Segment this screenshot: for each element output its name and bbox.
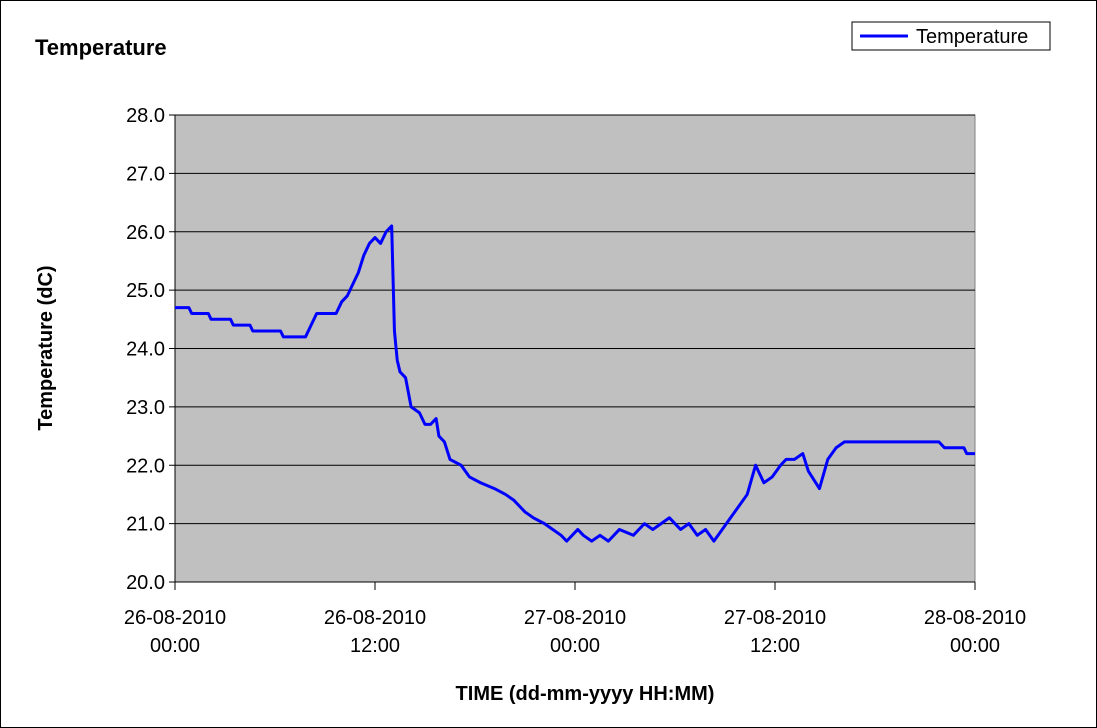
x-tick-label: 27-08-2010 12:00 xyxy=(723,607,827,657)
y-tick-label: 23.0 xyxy=(126,397,165,419)
x-tick-label: 28-08-2010 00:00 xyxy=(923,607,1027,657)
y-tick-label: 28.0 xyxy=(126,105,165,127)
y-tick-label: 25.0 xyxy=(126,280,165,302)
legend: Temperature xyxy=(851,21,1051,51)
chart-title: Temperature xyxy=(35,35,167,60)
y-tick-label: 22.0 xyxy=(126,455,165,477)
y-tick-label: 24.0 xyxy=(126,339,165,361)
x-tick-label: 26-08-2010 12:00 xyxy=(323,607,427,657)
y-tick-label: 27.0 xyxy=(126,163,165,185)
data-line xyxy=(175,224,975,543)
x-tick-label: 27-08-2010 00:00 xyxy=(523,607,627,657)
y-axis-label: Temperature (dC) xyxy=(35,265,57,430)
y-tick-label: 26.0 xyxy=(126,222,165,244)
legend-label: Temperature xyxy=(916,26,1028,48)
x-tick-label: 26-08-2010 00:00 xyxy=(123,607,227,657)
y-tick-label: 20.0 xyxy=(126,572,165,594)
x-axis-label: TIME (dd-mm-yyyy HH:MM) xyxy=(456,683,715,705)
y-tick-label: 21.0 xyxy=(126,514,165,536)
